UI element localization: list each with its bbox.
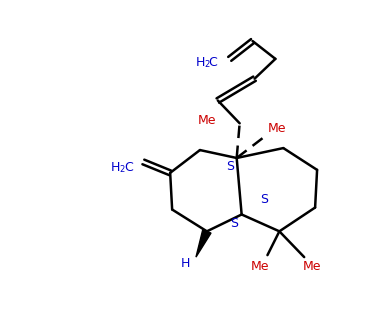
Text: C: C xyxy=(124,162,133,174)
Text: 2: 2 xyxy=(120,165,125,174)
Text: Me: Me xyxy=(250,259,269,273)
Text: Me: Me xyxy=(303,259,321,273)
Text: Me: Me xyxy=(268,122,287,135)
Text: S: S xyxy=(261,193,268,206)
Text: Me: Me xyxy=(198,114,216,127)
Text: 2: 2 xyxy=(204,60,209,69)
Text: H: H xyxy=(111,162,120,174)
Text: S: S xyxy=(230,217,238,230)
Polygon shape xyxy=(196,230,211,257)
Text: H: H xyxy=(195,56,205,69)
Text: S: S xyxy=(226,160,234,173)
Text: C: C xyxy=(208,56,217,69)
Text: H: H xyxy=(180,257,190,269)
